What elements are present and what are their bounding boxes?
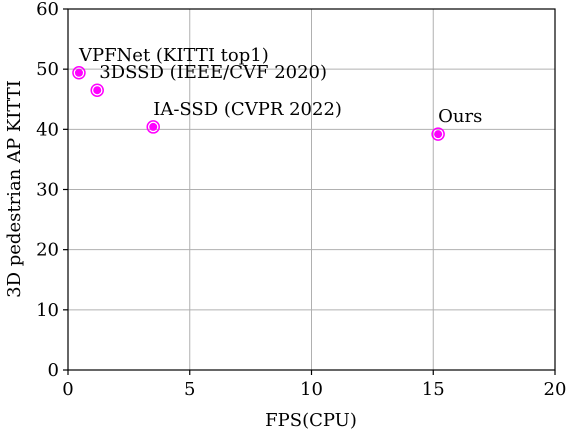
x-tick-label: 20 bbox=[544, 379, 567, 400]
data-points: VPFNet (KITTI top1)3DSSD (IEEE/CVF 2020)… bbox=[72, 45, 482, 141]
data-point-ring bbox=[146, 120, 160, 134]
y-axis-label: 3D pedestrian AP KITTI bbox=[4, 80, 25, 298]
y-tick-label: 60 bbox=[36, 0, 59, 20]
y-tick-label: 40 bbox=[36, 119, 59, 140]
x-tick-label: 15 bbox=[422, 379, 445, 400]
y-tick-label: 20 bbox=[36, 240, 59, 261]
y-tick-label: 0 bbox=[48, 360, 59, 381]
x-tick-label: 5 bbox=[184, 379, 195, 400]
y-tick-label: 30 bbox=[36, 180, 59, 201]
axis-ticks: 0 5 10 15 20 0 10 20 30 40 50 60 bbox=[36, 0, 566, 400]
data-point bbox=[149, 122, 158, 131]
data-point bbox=[434, 130, 443, 139]
data-point bbox=[93, 86, 102, 95]
x-axis-label: FPS(CPU) bbox=[265, 410, 357, 431]
data-point bbox=[74, 68, 83, 77]
data-point-label: VPFNet (KITTI top1) bbox=[78, 45, 269, 66]
y-tick-label: 50 bbox=[36, 59, 59, 80]
x-tick-label: 0 bbox=[62, 379, 73, 400]
data-point-label: 3DSSD (IEEE/CVF 2020) bbox=[99, 62, 327, 83]
x-tick-label: 10 bbox=[300, 379, 323, 400]
data-point-ring bbox=[431, 127, 445, 141]
data-point-ring bbox=[72, 66, 86, 80]
y-tick-label: 10 bbox=[36, 300, 59, 321]
data-point-label: IA-SSD (CVPR 2022) bbox=[153, 99, 342, 120]
data-point-label: Ours bbox=[438, 106, 482, 127]
data-point-ring bbox=[90, 83, 104, 97]
